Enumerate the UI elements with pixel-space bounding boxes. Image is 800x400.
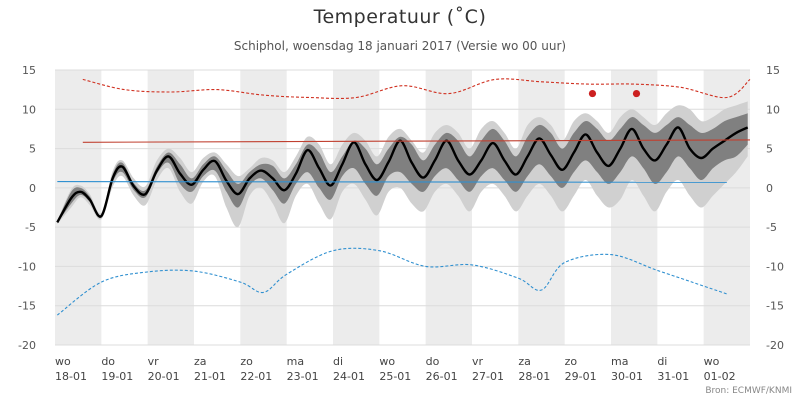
y-tick-label-right: -15	[766, 300, 784, 313]
x-tick-day: wo	[55, 355, 71, 368]
line-climate-normal-max	[82, 139, 751, 143]
x-tick-date: 01-02	[704, 370, 736, 383]
y-tick-label-left: 0	[29, 182, 36, 195]
y-tick-label-left: 15	[22, 64, 36, 77]
y-tick-label-right: 10	[766, 103, 780, 116]
x-tick-date: 31-01	[657, 370, 689, 383]
x-tick-day: do	[426, 355, 440, 368]
day-band	[425, 70, 472, 345]
line-climate-min-record	[56, 247, 727, 316]
day-shading	[55, 70, 750, 345]
y-tick-label-left: -15	[18, 300, 36, 313]
day-band	[518, 70, 565, 345]
x-tick-day: vr	[472, 355, 484, 368]
chart-title: Temperatuur (˚C)	[313, 6, 487, 28]
x-tick-date: 20-01	[148, 370, 180, 383]
x-tick-day: di	[657, 355, 667, 368]
y-tick-label-right: 0	[766, 182, 773, 195]
y-tick-label-left: -10	[18, 260, 36, 273]
x-tick-day: za	[518, 355, 531, 368]
y-tick-label-left: 5	[29, 143, 36, 156]
y-tick-label-right: 15	[766, 64, 780, 77]
x-tick-day: do	[101, 355, 115, 368]
day-band	[147, 70, 194, 345]
series-lines	[56, 78, 751, 316]
y-axis-left: -20 -15 -10 -5 0 5 10 15	[18, 64, 36, 352]
y-tick-label-right: 5	[766, 143, 773, 156]
x-tick-date: 26-01	[426, 370, 458, 383]
y-tick-label-right: -5	[766, 221, 777, 234]
line-climate-normal-min	[57, 181, 727, 183]
x-tick-date: 30-01	[611, 370, 643, 383]
credits: Bron: ECMWF/KNMI	[705, 386, 792, 396]
x-tick-date: 21-01	[194, 370, 226, 383]
record-markers	[588, 89, 641, 98]
x-tick-date: 24-01	[333, 370, 365, 383]
y-tick-label-left: 10	[22, 103, 36, 116]
y-tick-label-left: -5	[25, 221, 36, 234]
x-tick-day: vr	[148, 355, 160, 368]
x-tick-date: 25-01	[379, 370, 411, 383]
x-tick-date: 18-01	[55, 370, 87, 383]
x-tick-day: zo	[240, 355, 253, 368]
x-tick-day: za	[194, 355, 207, 368]
x-tick-date: 28-01	[518, 370, 550, 383]
x-tick-date: 29-01	[565, 370, 597, 383]
x-tick-date: 27-01	[472, 370, 504, 383]
record-marker	[588, 89, 597, 98]
x-tick-day: wo	[379, 355, 395, 368]
y-tick-label-left: -20	[18, 339, 36, 352]
x-tick-day: ma	[611, 355, 628, 368]
x-tick-date: 19-01	[101, 370, 133, 383]
y-tick-label-right: -20	[766, 339, 784, 352]
x-tick-day: wo	[704, 355, 720, 368]
x-tick-date: 23-01	[287, 370, 319, 383]
record-marker	[632, 89, 641, 98]
x-axis: wo 18-01 do 19-01 vr 20-01 za 21-01 zo 22-01 ma 23-…	[55, 355, 736, 383]
y-axis-right: -20 -15 -10 -5 0 5 10 15	[766, 64, 784, 352]
x-tick-date: 22-01	[240, 370, 272, 383]
y-tick-label-right: -10	[766, 260, 784, 273]
line-climate-max-record	[82, 78, 751, 100]
x-tick-day: ma	[287, 355, 304, 368]
chart-subtitle: Schiphol, woensdag 18 januari 2017 (Vers…	[233, 39, 567, 53]
x-tick-day: zo	[565, 355, 578, 368]
x-tick-day: di	[333, 355, 343, 368]
